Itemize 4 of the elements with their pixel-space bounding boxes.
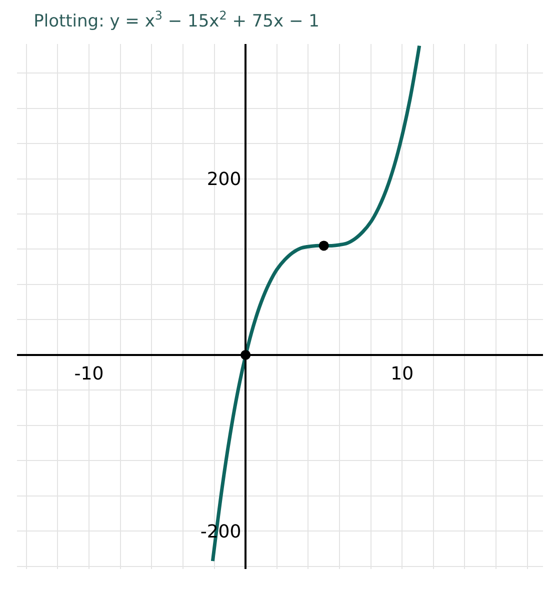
x-tick-label: 10 — [390, 363, 414, 384]
x-tick-label: -10 — [74, 363, 104, 384]
y-tick-label: 200 — [206, 169, 242, 190]
chart-title: Plotting: y = x$^{3}$ − 15x$^{2}$ + 75x − 1 — [34, 8, 320, 32]
